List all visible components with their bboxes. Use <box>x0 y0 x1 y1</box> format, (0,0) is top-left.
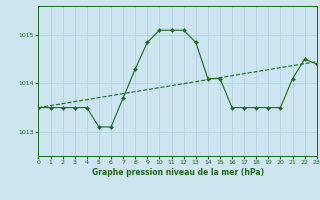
X-axis label: Graphe pression niveau de la mer (hPa): Graphe pression niveau de la mer (hPa) <box>92 168 264 177</box>
